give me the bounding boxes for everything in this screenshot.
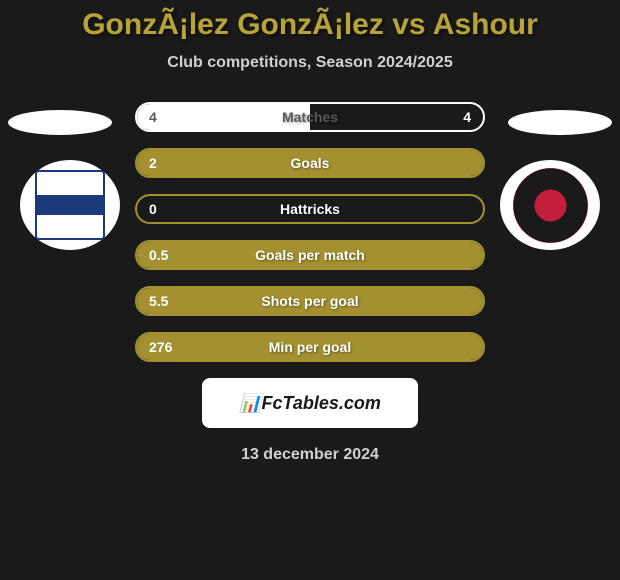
stat-right-value: 4 (463, 109, 471, 125)
al-ahly-logo-icon (513, 168, 588, 243)
stats-container: 4 Matches 4 2 Goals 0 Hattricks 0.5 Goal… (135, 102, 485, 362)
stat-label: Min per goal (269, 339, 351, 355)
stat-left-value: 2 (149, 155, 157, 171)
stat-label: Shots per goal (261, 293, 358, 309)
stat-row-shots-per-goal: 5.5 Shots per goal (135, 286, 485, 316)
stat-row-min-per-goal: 276 Min per goal (135, 332, 485, 362)
date-text: 13 december 2024 (0, 446, 620, 464)
fctables-logo[interactable]: 📊 FcTables.com (202, 378, 418, 428)
page-title: GonzÃ¡lez GonzÃ¡lez vs Ashour (0, 0, 620, 42)
stat-left-value: 0.5 (149, 247, 168, 263)
logo-chart-icon: 📊 (239, 393, 261, 414)
stat-label: Goals (291, 155, 330, 171)
right-ellipse-decor (508, 110, 612, 135)
stat-label: Matches (282, 109, 338, 125)
stat-left-value: 4 (149, 109, 157, 125)
stat-row-goals-per-match: 0.5 Goals per match (135, 240, 485, 270)
stats-content: 4 Matches 4 2 Goals 0 Hattricks 0.5 Goal… (0, 102, 620, 464)
stat-label: Goals per match (255, 247, 365, 263)
logo-text: FcTables.com (262, 393, 381, 414)
subtitle: Club competitions, Season 2024/2025 (0, 54, 620, 72)
stat-left-value: 276 (149, 339, 172, 355)
stat-left-value: 0 (149, 201, 157, 217)
left-team-badge (20, 160, 120, 250)
left-ellipse-decor (8, 110, 112, 135)
stat-label: Hattricks (280, 201, 340, 217)
stat-row-matches: 4 Matches 4 (135, 102, 485, 132)
right-team-badge (500, 160, 600, 250)
stat-row-goals: 2 Goals (135, 148, 485, 178)
stat-row-hattricks: 0 Hattricks (135, 194, 485, 224)
stat-left-value: 5.5 (149, 293, 168, 309)
pachuca-logo-icon (35, 170, 105, 240)
